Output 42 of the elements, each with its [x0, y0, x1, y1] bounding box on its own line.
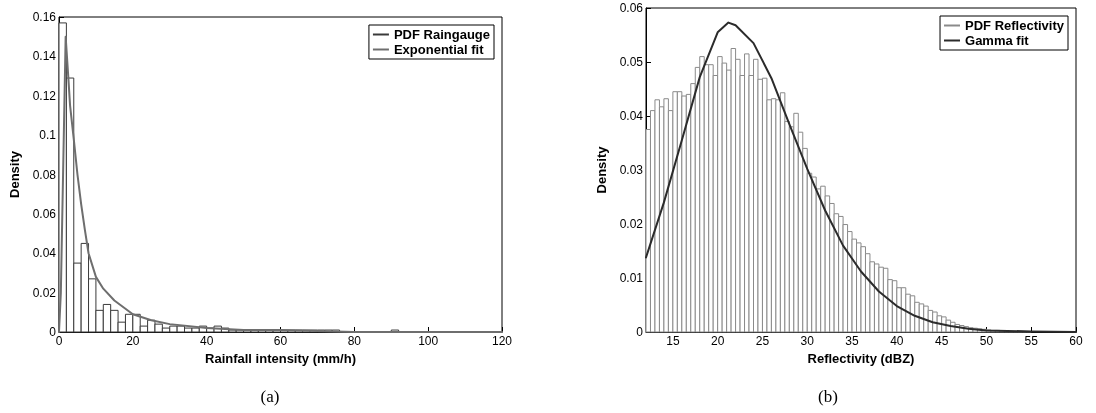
y-tick-label: 0.14: [32, 49, 57, 64]
y-tick-label: 0.06: [619, 1, 644, 15]
x-tick-label: 20: [710, 334, 725, 348]
x-tick-label: 120: [491, 334, 513, 348]
y-axis-title: Density: [7, 150, 22, 198]
y-tick-label: 0.08: [32, 167, 57, 182]
y-tick-label: 0.01: [619, 271, 644, 285]
x-tick-label: 35: [845, 334, 860, 348]
legend-label: Gamma fit: [965, 33, 1030, 48]
text: (b): [818, 387, 838, 406]
y-axis-title: Density: [594, 145, 609, 194]
legend-label: Exponential fit: [393, 42, 485, 57]
x-tick-label: 80: [347, 334, 362, 348]
y-tick-label: 0.06: [32, 206, 57, 221]
legend-label: PDF Reflectivity: [965, 18, 1065, 33]
y-tick-label: 0.04: [32, 246, 57, 261]
x-tick-label: 55: [1024, 334, 1039, 348]
y-tick-label: 0: [49, 325, 57, 339]
y-tick-label: 0.03: [619, 163, 644, 177]
y-tick-label: 0: [636, 325, 644, 339]
x-tick-label: 45: [934, 334, 949, 348]
y-tick-label: 0.12: [32, 88, 57, 103]
x-axis-title: Rainfall intensity (mm/h): [205, 350, 356, 366]
y-tick-label: 0.04: [619, 109, 644, 123]
x-tick-label: 15: [666, 334, 680, 348]
x-tick-label: 20: [126, 334, 140, 348]
legend-label: PDF Raingauge: [393, 27, 491, 42]
x-tick-label: 25: [755, 334, 770, 348]
y-tick-label: 0.1: [39, 128, 57, 143]
x-tick-label: 40: [890, 334, 904, 348]
x-tick-label: 100: [418, 334, 439, 348]
text: (a): [260, 387, 280, 406]
y-tick-label: 0.05: [619, 55, 644, 69]
x-tick-label: 60: [1069, 334, 1083, 348]
y-tick-label: 0.16: [32, 10, 57, 24]
x-axis-title: Reflectivity (dBZ): [807, 350, 915, 366]
x-tick-label: 50: [979, 334, 994, 348]
x-tick-label: 30: [800, 334, 815, 348]
x-tick-label: 60: [273, 334, 288, 348]
y-tick-label: 0.02: [619, 217, 644, 231]
y-tick-label: 0.02: [32, 285, 57, 300]
x-tick-label: 40: [199, 334, 214, 348]
